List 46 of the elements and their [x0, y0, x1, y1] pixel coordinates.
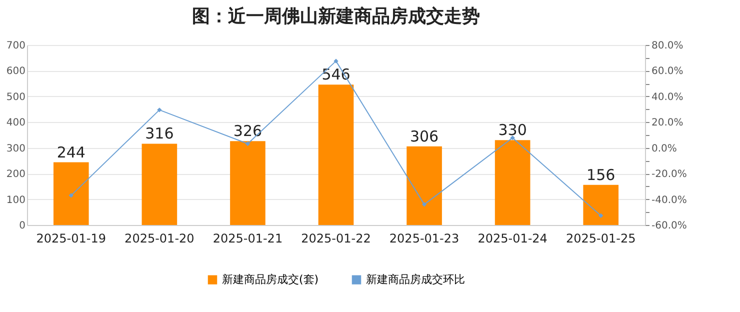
- bar: [583, 184, 619, 225]
- bar: [494, 140, 530, 225]
- x-tick-label: 2025-01-25: [566, 232, 636, 246]
- data-label: 330: [498, 121, 527, 140]
- point: [157, 108, 162, 112]
- y2-tick-label: 40.0%: [652, 92, 684, 103]
- data-label: 306: [410, 127, 439, 146]
- point: [245, 141, 250, 146]
- point: [422, 202, 427, 207]
- x-tick-label: 2025-01-19: [36, 232, 106, 246]
- legend-label: 新建商品房成交环比: [366, 272, 465, 286]
- bar: [142, 144, 178, 225]
- y2-tick-label: 20.0%: [652, 118, 684, 129]
- y2-tick-label: 60.0%: [652, 66, 684, 78]
- chart-title: 图：近一周佛山新建商品房成交走势: [192, 6, 480, 27]
- y2-tick-label: -40.0%: [652, 194, 687, 206]
- x-tick-label: 2025-01-22: [301, 232, 371, 246]
- data-label: 316: [145, 124, 174, 143]
- y2-tick-label: 80.0%: [652, 40, 684, 52]
- y2-tick-label: -60.0%: [652, 220, 687, 232]
- y-tick-label: 200: [6, 169, 26, 180]
- y-tick-label: 100: [6, 194, 26, 206]
- bar: [318, 84, 354, 225]
- data-label: 326: [233, 122, 262, 140]
- y2-tick-label: -20.0%: [652, 169, 687, 180]
- y-tick-label: 300: [6, 143, 26, 154]
- data-label: 244: [56, 143, 86, 162]
- legend-label: 新建商品房成交(套): [222, 272, 319, 286]
- x-tick-label: 2025-01-23: [389, 232, 460, 246]
- point: [334, 58, 338, 64]
- y2-tick-label: 0.0%: [652, 143, 677, 154]
- point: [510, 135, 515, 140]
- x-tick-label: 2025-01-21: [212, 232, 283, 246]
- y-tick-label: 700: [6, 40, 26, 52]
- point: [598, 213, 604, 218]
- x-tick-label: 2025-01-20: [124, 232, 194, 246]
- bar: [230, 141, 266, 225]
- y-tick-label: 400: [6, 118, 26, 129]
- bar: [406, 146, 442, 225]
- y-tick-label: 600: [6, 66, 26, 78]
- y-tick-label: 500: [6, 92, 26, 103]
- bar: [53, 162, 89, 225]
- y-tick-label: 0: [19, 220, 26, 232]
- x-tick-label: 2025-01-24: [478, 232, 548, 246]
- point: [68, 193, 74, 198]
- data-label: 156: [586, 166, 616, 184]
